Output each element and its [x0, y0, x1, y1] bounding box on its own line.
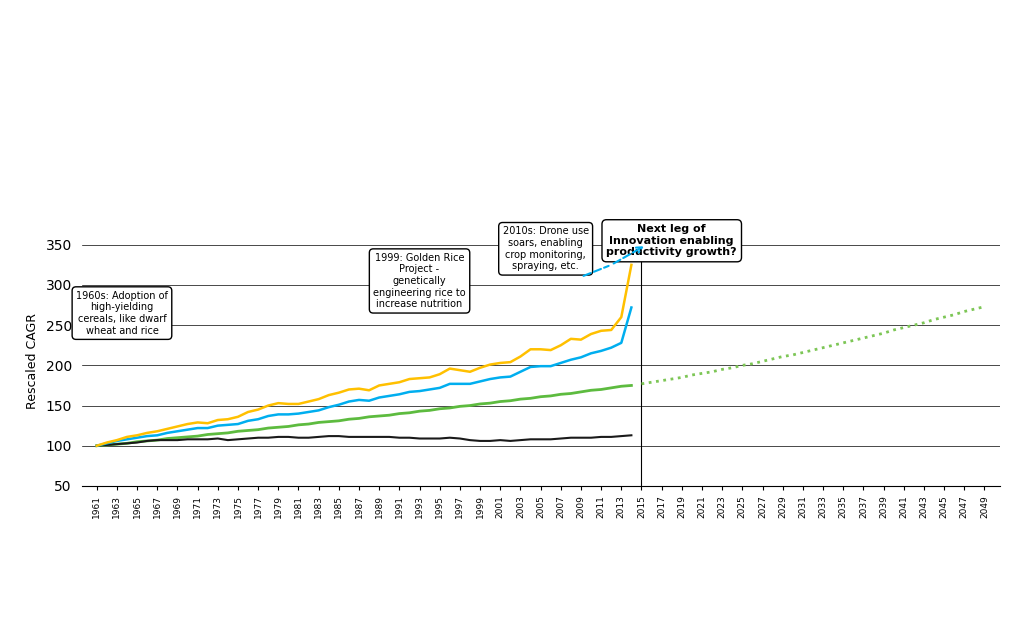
Text: 2010s: Drone use
soars, enabling
crop monitoring,
spraying, etc.: 2010s: Drone use soars, enabling crop mo…	[502, 226, 588, 271]
Text: Next leg of
Innovation enabling
productivity growth?: Next leg of Innovation enabling producti…	[606, 224, 737, 257]
Text: 1999: Golden Rice
Project -
genetically
engineering rice to
increase nutrition: 1999: Golden Rice Project - genetically …	[373, 253, 466, 309]
Text: 1960s: Adoption of
high-yielding
cereals, like dwarf
wheat and rice: 1960s: Adoption of high-yielding cereals…	[76, 291, 168, 336]
Y-axis label: Rescaled CAGR: Rescaled CAGR	[25, 313, 39, 409]
Legend: Population, Land use (cereal), Projected population, Yield (cereal), Crop produc: Population, Land use (cereal), Projected…	[125, 622, 955, 623]
